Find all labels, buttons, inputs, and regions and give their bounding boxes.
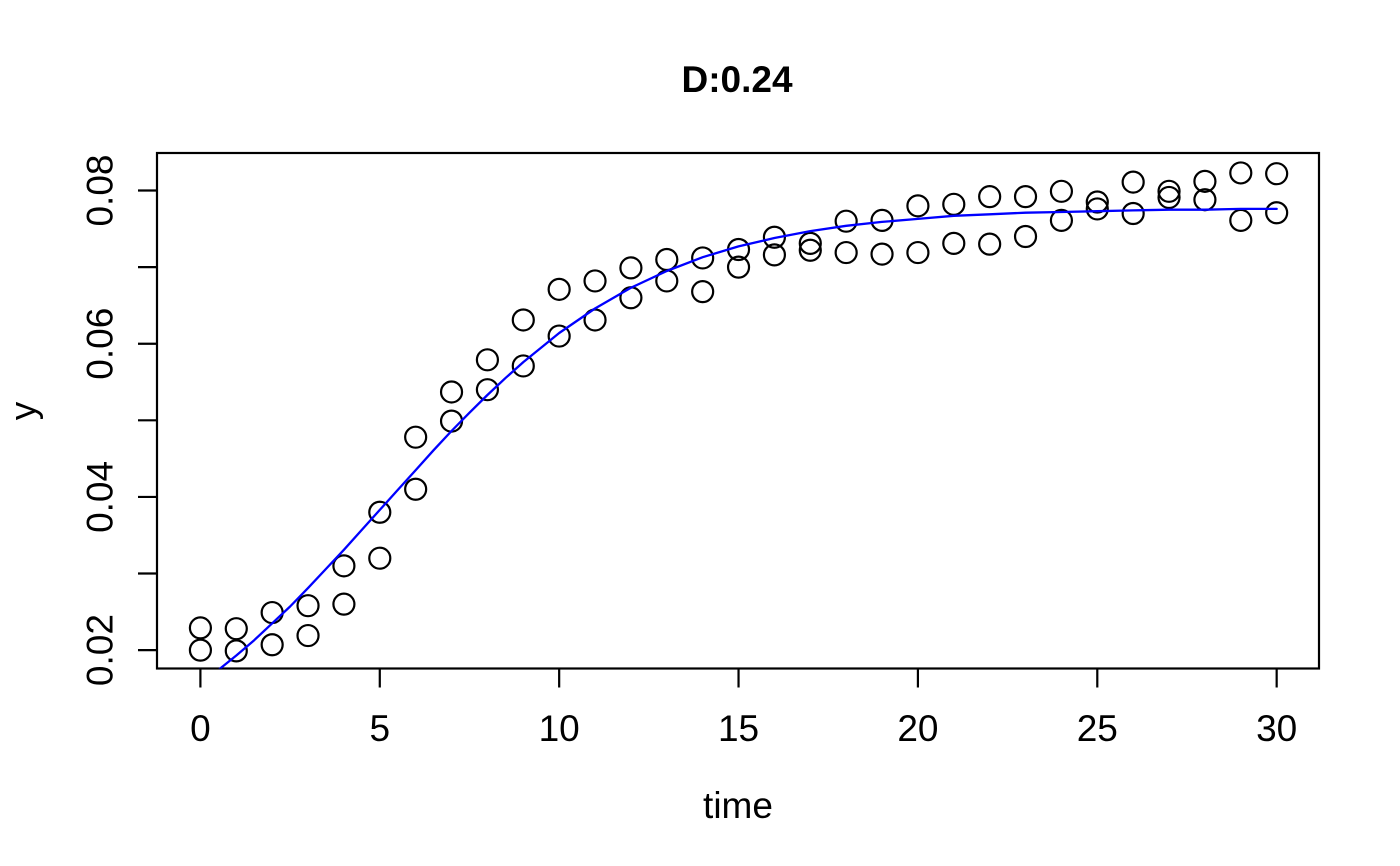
data-point	[798, 231, 822, 255]
data-point	[1013, 224, 1038, 249]
plot-generated-content: 0 5 10 15 20 25 30 0.02 0.04 0.06 0.08	[80, 151, 1321, 749]
data-point	[1157, 179, 1181, 203]
data-point	[762, 225, 787, 249]
data-point	[1157, 185, 1181, 210]
data-point	[906, 240, 930, 265]
data-point	[547, 277, 571, 301]
data-point	[691, 280, 715, 304]
data-point	[404, 425, 428, 449]
data-point	[547, 324, 571, 348]
x-tick-label: 15	[718, 708, 759, 749]
data-point	[296, 594, 320, 618]
x-tick-label: 20	[897, 708, 938, 749]
y-tick-label: 0.06	[80, 308, 121, 380]
data-point	[439, 409, 464, 433]
data-point	[224, 617, 248, 641]
data-point	[296, 623, 320, 648]
data-point	[368, 546, 392, 570]
data-point	[260, 633, 284, 657]
x-tick-label: 10	[539, 708, 580, 749]
data-point	[619, 256, 643, 280]
data-point	[511, 308, 535, 332]
fit-curve-line	[218, 207, 1278, 669]
data-point	[762, 243, 787, 267]
x-tick-label: 0	[190, 708, 211, 749]
y-tick-label: 0.08	[80, 155, 121, 227]
data-point	[475, 378, 500, 402]
data-point	[511, 354, 535, 378]
data-point	[1049, 208, 1074, 233]
data-point	[691, 246, 715, 270]
x-tick-label: 25	[1077, 708, 1118, 749]
data-point	[260, 600, 284, 625]
y-tick-label: 0.04	[80, 461, 121, 533]
data-point	[188, 616, 213, 640]
y-tick-label: 0.02	[80, 614, 121, 686]
data-point	[224, 639, 248, 663]
data-point	[834, 240, 858, 265]
data-point	[798, 238, 822, 262]
data-point	[332, 554, 356, 578]
data-point	[1265, 162, 1289, 186]
data-point	[475, 348, 500, 372]
data-point	[404, 477, 428, 501]
x-tick-label: 30	[1256, 708, 1297, 749]
data-point	[368, 500, 392, 524]
data-point	[1085, 190, 1109, 214]
data-point	[834, 209, 858, 233]
data-point	[1193, 169, 1217, 193]
x-tick-label: 5	[369, 708, 390, 749]
data-point	[1085, 197, 1109, 221]
data-point	[439, 380, 464, 404]
data-point	[1229, 208, 1253, 233]
data-point	[978, 232, 1002, 256]
data-point	[655, 247, 679, 272]
data-point	[942, 231, 966, 255]
data-point	[726, 255, 751, 279]
data-point	[188, 638, 213, 662]
data-point	[332, 592, 356, 616]
plot-box	[155, 151, 1321, 670]
data-point	[942, 192, 966, 216]
data-point	[1049, 179, 1074, 203]
data-point	[583, 269, 607, 293]
y-axis-label: y	[3, 401, 44, 420]
data-point	[870, 242, 894, 266]
chart-title: D:0.24	[681, 59, 792, 100]
data-point	[978, 185, 1002, 209]
data-point	[1013, 185, 1038, 209]
data-point	[1121, 201, 1145, 226]
data-point	[906, 194, 930, 218]
data-point	[1229, 161, 1253, 185]
data-point	[1121, 170, 1145, 194]
data-point	[619, 286, 643, 310]
x-axis-label: time	[703, 785, 773, 826]
data-point	[1265, 201, 1289, 225]
